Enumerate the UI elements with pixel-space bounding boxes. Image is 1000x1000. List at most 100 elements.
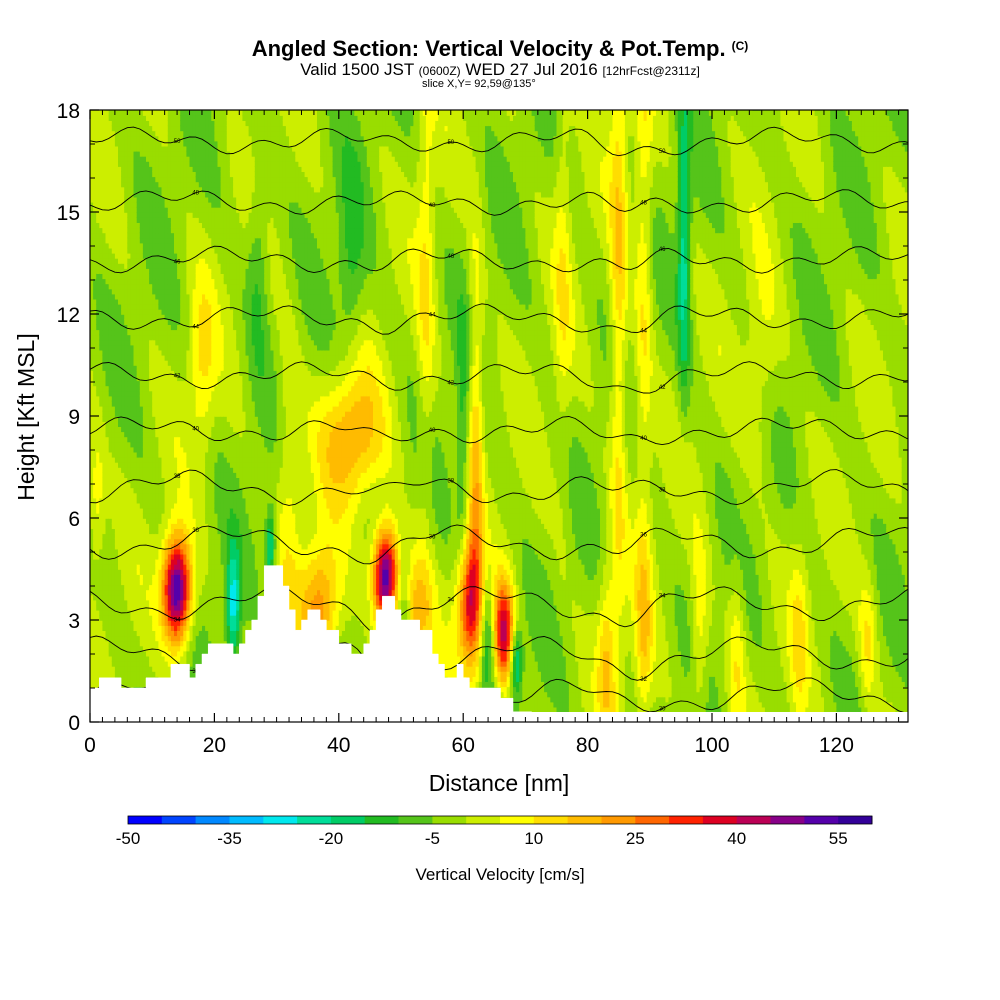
velocity-cell (96, 543, 101, 550)
velocity-cell (139, 436, 144, 443)
velocity-cell (90, 553, 94, 560)
velocity-cell (90, 201, 94, 208)
velocity-cell (133, 257, 138, 264)
velocity-cell (111, 502, 116, 509)
velocity-cell (111, 477, 116, 484)
velocity-cell (102, 497, 107, 504)
velocity-cell (149, 298, 153, 305)
velocity-cell (118, 176, 122, 183)
velocity-cell (149, 227, 153, 234)
velocity-cell (90, 380, 94, 387)
velocity-cell (121, 257, 125, 264)
velocity-cell (133, 609, 138, 616)
velocity-cell (108, 543, 113, 550)
velocity-cell (124, 446, 129, 453)
velocity-cell (93, 242, 97, 249)
velocity-cell (149, 324, 153, 331)
velocity-cell (146, 574, 150, 580)
velocity-cell (108, 645, 113, 652)
velocity-cell (111, 635, 116, 642)
velocity-cell (124, 640, 129, 647)
velocity-cell (124, 538, 129, 545)
velocity-cell (152, 645, 157, 652)
velocity-cell (108, 472, 113, 478)
velocity-cell (121, 278, 125, 285)
velocity-cell (127, 201, 132, 208)
velocity-cell (102, 319, 107, 325)
velocity-cell (99, 400, 104, 407)
velocity-cell (121, 431, 125, 438)
velocity-cell (136, 176, 141, 183)
velocity-cell (121, 268, 125, 274)
velocity-cell (108, 502, 113, 509)
velocity-cell (124, 242, 129, 249)
velocity-cell (124, 196, 129, 203)
velocity-cell (111, 620, 116, 626)
velocity-cell (136, 298, 141, 305)
velocity-cell (136, 487, 141, 494)
velocity-cell (108, 467, 113, 473)
velocity-cell (118, 359, 122, 366)
velocity-cell (124, 635, 129, 642)
velocity-cell (118, 370, 122, 376)
velocity-cell (114, 257, 119, 264)
velocity-cell (118, 212, 122, 218)
velocity-cell (105, 268, 110, 274)
velocity-cell (142, 359, 147, 366)
velocity-cell (108, 655, 113, 662)
velocity-cell (136, 186, 141, 193)
velocity-cell (149, 655, 153, 662)
velocity-cell (108, 528, 113, 535)
velocity-cell (149, 365, 153, 371)
velocity-cell (121, 502, 125, 509)
velocity-cell (133, 293, 138, 300)
velocity-cell (146, 227, 150, 234)
velocity-cell (118, 421, 122, 427)
velocity-cell (124, 512, 129, 519)
velocity-cell (133, 441, 138, 448)
velocity-cell (99, 181, 104, 188)
velocity-cell (114, 176, 119, 183)
velocity-cell (130, 110, 135, 116)
velocity-cell (124, 303, 129, 310)
velocity-cell (121, 319, 125, 325)
velocity-cell (118, 589, 122, 596)
velocity-cell (149, 456, 153, 463)
velocity-cell (121, 650, 125, 657)
velocity-cell (93, 563, 97, 570)
velocity-cell (105, 563, 110, 570)
velocity-cell (136, 252, 141, 259)
velocity-cell (146, 324, 150, 331)
velocity-cell (121, 548, 125, 555)
velocity-cell (133, 625, 138, 631)
velocity-cell (149, 196, 153, 203)
velocity-cell (111, 217, 116, 223)
velocity-cell (99, 467, 104, 473)
velocity-cell (102, 477, 107, 484)
velocity-cell (133, 655, 138, 662)
velocity-cell (124, 359, 129, 366)
velocity-cell (142, 145, 147, 152)
velocity-cell (114, 375, 119, 382)
velocity-cell (139, 283, 144, 290)
velocity-cell (136, 630, 141, 637)
velocity-cell (118, 145, 122, 152)
velocity-cell (124, 487, 129, 494)
velocity-cell (118, 349, 122, 356)
velocity-cell (136, 161, 141, 167)
velocity-cell (124, 518, 129, 524)
velocity-cell (111, 273, 116, 280)
velocity-cell (127, 268, 132, 274)
velocity-cell (118, 293, 122, 300)
velocity-cell (136, 232, 141, 239)
velocity-cell (139, 497, 144, 504)
velocity-cell (133, 676, 138, 682)
velocity-cell (102, 237, 107, 244)
velocity-cell (146, 140, 150, 147)
velocity-cell (108, 293, 113, 300)
velocity-cell (142, 441, 147, 448)
velocity-cell (114, 400, 119, 407)
velocity-cell (139, 110, 144, 116)
velocity-cell (99, 314, 104, 320)
velocity-cell (139, 614, 144, 621)
